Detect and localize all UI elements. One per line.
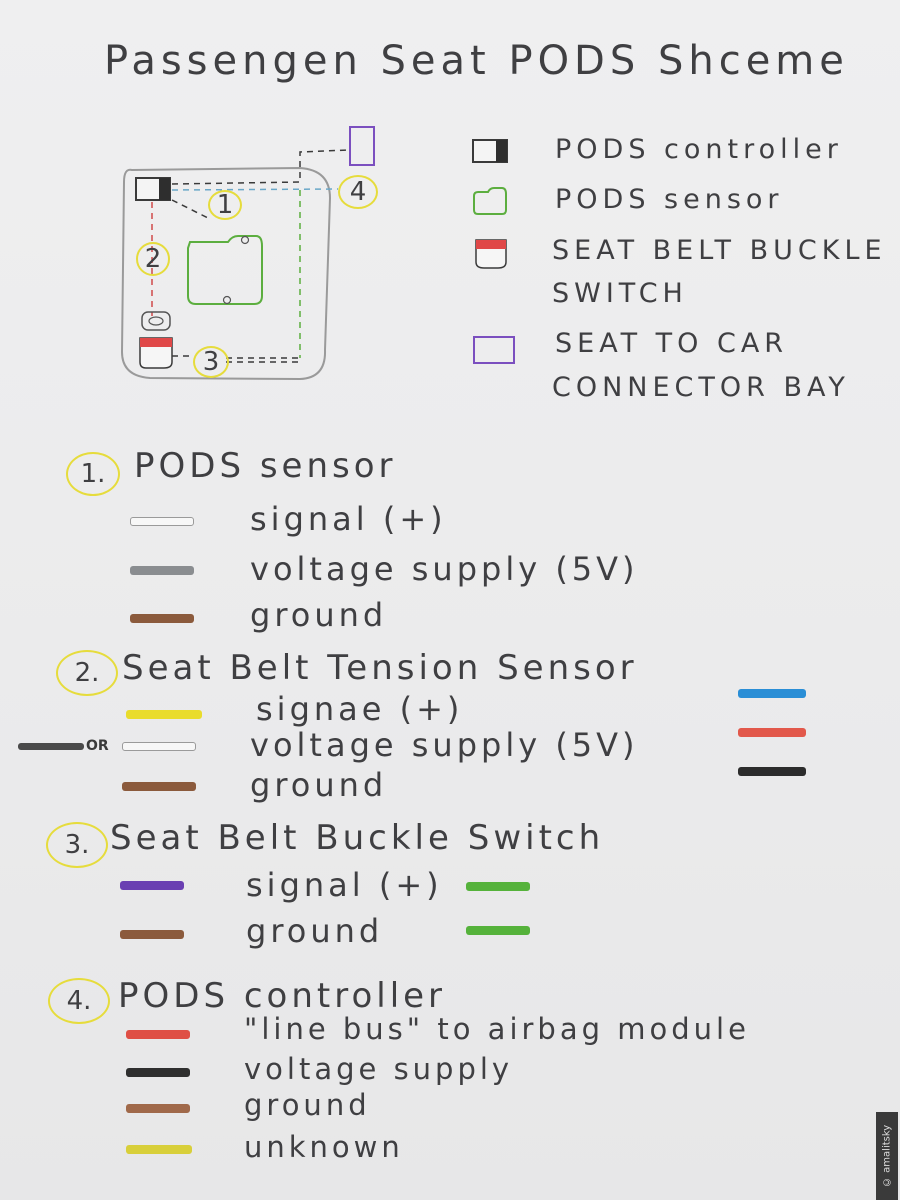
s2-or-label: OR — [86, 738, 109, 754]
s4-wire-ground — [126, 1104, 190, 1113]
s4-label-voltage: voltage supply — [244, 1052, 514, 1086]
legend-label-bay-2: CONNECTOR BAY — [552, 372, 850, 403]
s1-label-voltage: voltage supply (5V) — [250, 550, 639, 588]
s2-alt-wire-left — [18, 743, 84, 750]
marker-1: 1 — [208, 190, 242, 220]
s2-alt-wire-signal — [738, 689, 806, 698]
marker-4: 4 — [338, 175, 378, 209]
s4-wire-voltage — [126, 1068, 190, 1077]
s2-label-voltage: voltage supply (5V) — [250, 726, 639, 764]
s1-label-ground: ground — [250, 596, 388, 634]
s3-wire-ground — [120, 930, 184, 939]
s3-alt-wire-ground — [466, 926, 530, 935]
marker-3: 3 — [193, 346, 229, 378]
s4-wire-bus — [126, 1030, 190, 1039]
s2-label-ground: ground — [250, 766, 388, 804]
s2-alt-wire-ground — [738, 767, 806, 776]
section-2-title: Seat Belt Tension Sensor — [122, 648, 638, 688]
legend-label-bay-1: SEAT TO CAR — [555, 328, 789, 359]
s1-label-signal: signal (+) — [250, 500, 447, 538]
wire-controller-to-bay — [171, 149, 349, 185]
legend-label-buckle-2: SWITCH — [552, 278, 688, 309]
section-1-title: PODS sensor — [134, 446, 397, 486]
s2-wire-ground — [122, 782, 196, 791]
diagram-connector-bay — [349, 126, 375, 166]
s3-label-signal: signal (+) — [246, 866, 443, 904]
diagram-sensor — [187, 235, 263, 305]
page-title: Passengen Seat PODS Shceme — [104, 38, 849, 84]
s4-label-ground: ground — [244, 1088, 371, 1122]
section-2-number: 2. — [56, 650, 118, 696]
controller-icon — [472, 139, 508, 163]
s2-wire-signal — [126, 710, 202, 719]
s1-wire-signal — [130, 517, 194, 526]
section-4-title: PODS controller — [118, 976, 447, 1016]
s3-wire-signal — [120, 881, 184, 890]
s3-alt-wire-signal — [466, 882, 530, 891]
wire-sensor-link — [171, 199, 209, 219]
section-4-number: 4. — [48, 978, 110, 1024]
wire-bottom-3 — [172, 355, 300, 359]
wire-controller-to-4 — [171, 188, 339, 191]
s1-wire-ground — [130, 614, 194, 623]
s3-label-ground: ground — [246, 912, 384, 950]
connector-bay-icon — [473, 336, 515, 364]
s4-label-unknown: unknown — [244, 1130, 404, 1164]
s2-wire-voltage — [122, 742, 196, 751]
section-3-title: Seat Belt Buckle Switch — [110, 818, 605, 858]
legend-label-sensor: PODS sensor — [555, 184, 784, 215]
legend-label-controller: PODS controller — [555, 134, 843, 165]
s2-alt-wire-voltage — [738, 728, 806, 737]
s4-label-bus: "line bus" to airbag module — [244, 1012, 750, 1046]
section-1-number: 1. — [66, 452, 120, 496]
legend-label-buckle-1: SEAT BELT BUCKLE — [552, 235, 887, 266]
photo-credit: © amalitsky — [876, 1112, 898, 1200]
seat-outline — [120, 166, 332, 381]
marker-2: 2 — [136, 242, 170, 276]
s1-wire-voltage — [130, 566, 194, 575]
buckle-switch-icon — [475, 239, 507, 269]
s2-label-signal: signae (+) — [256, 690, 464, 728]
s4-wire-unknown — [126, 1145, 192, 1154]
section-3-number: 3. — [46, 822, 108, 868]
sensor-icon — [473, 187, 507, 215]
